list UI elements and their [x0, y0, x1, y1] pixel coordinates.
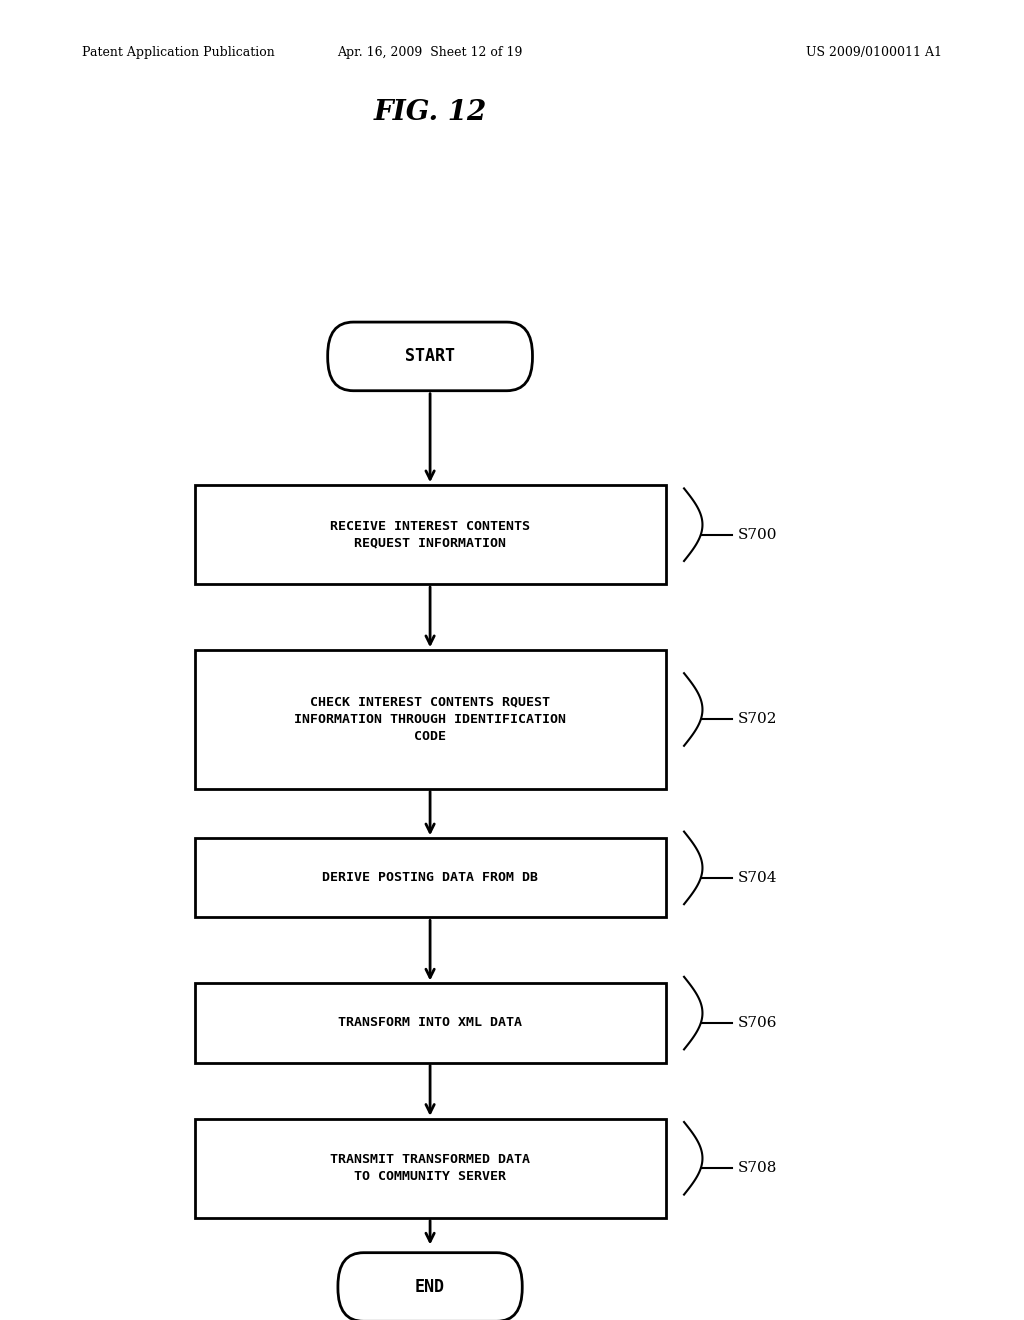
- Text: S704: S704: [737, 871, 777, 884]
- Text: Apr. 16, 2009  Sheet 12 of 19: Apr. 16, 2009 Sheet 12 of 19: [337, 46, 523, 59]
- Text: S700: S700: [737, 528, 777, 541]
- Text: DERIVE POSTING DATA FROM DB: DERIVE POSTING DATA FROM DB: [323, 871, 538, 884]
- Text: FIG. 12: FIG. 12: [374, 99, 486, 125]
- Text: S702: S702: [737, 713, 777, 726]
- Text: TRANSFORM INTO XML DATA: TRANSFORM INTO XML DATA: [338, 1016, 522, 1030]
- FancyBboxPatch shape: [195, 983, 666, 1063]
- Text: S708: S708: [737, 1162, 776, 1175]
- Text: CHECK INTEREST CONTENTS RQUEST
INFORMATION THROUGH IDENTIFICATION
CODE: CHECK INTEREST CONTENTS RQUEST INFORMATI…: [294, 696, 566, 743]
- Text: US 2009/0100011 A1: US 2009/0100011 A1: [806, 46, 942, 59]
- FancyBboxPatch shape: [195, 838, 666, 917]
- FancyBboxPatch shape: [338, 1253, 522, 1320]
- Text: START: START: [406, 347, 455, 366]
- Text: END: END: [415, 1278, 445, 1296]
- FancyBboxPatch shape: [195, 486, 666, 583]
- Text: S706: S706: [737, 1016, 777, 1030]
- FancyBboxPatch shape: [195, 1118, 666, 1217]
- Text: Patent Application Publication: Patent Application Publication: [82, 46, 274, 59]
- FancyBboxPatch shape: [195, 649, 666, 788]
- Text: TRANSMIT TRANSFORMED DATA
TO COMMUNITY SERVER: TRANSMIT TRANSFORMED DATA TO COMMUNITY S…: [330, 1154, 530, 1183]
- FancyBboxPatch shape: [328, 322, 532, 391]
- Text: RECEIVE INTEREST CONTENTS
REQUEST INFORMATION: RECEIVE INTEREST CONTENTS REQUEST INFORM…: [330, 520, 530, 549]
